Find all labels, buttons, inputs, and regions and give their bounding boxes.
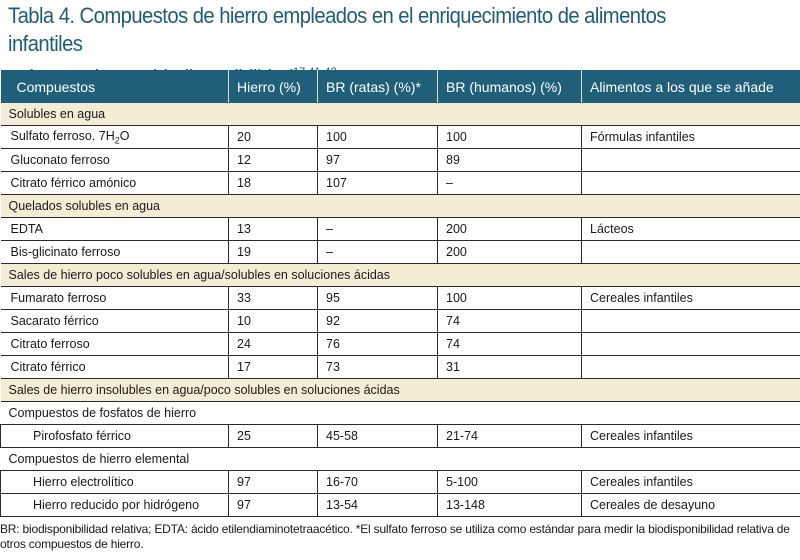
foods: Cereales de desayuno	[581, 493, 800, 517]
table-row: Citrato férrico 17 73 31	[0, 355, 800, 379]
subsection-row: Compuestos de fosfatos de hierro	[0, 401, 800, 425]
section-row: Quelados solubles en agua	[0, 194, 800, 218]
br-humans: 5-100	[437, 470, 582, 494]
iron-percent: 17	[228, 355, 318, 379]
compound-name: Citrato férrico	[0, 355, 229, 379]
table-footnote: BR: biodisponibilidad relativa; EDTA: ác…	[0, 522, 790, 551]
table-row: Citrato férrico amónico 18 107 –	[0, 171, 800, 195]
compound-name: EDTA	[0, 217, 229, 241]
br-humans: 200	[437, 240, 582, 264]
br-rats: 100	[317, 125, 438, 149]
table-header-row: Compuestos Hierro (%) BR (ratas) (%)* BR…	[0, 70, 800, 103]
section-label: Sales de hierro poco solubles en agua/so…	[0, 263, 800, 287]
compound-name-suffix: O	[119, 128, 130, 143]
header-br-humanos: BR (humanos) (%)	[437, 70, 582, 103]
table-row: Pirofosfato férrico 25 45-58 21-74 Cerea…	[0, 424, 800, 448]
section-label: Sales de hierro insolubles en agua/poco …	[0, 378, 800, 402]
section-label: Quelados solubles en agua	[0, 194, 800, 218]
table-row: Fumarato ferroso 33 95 100 Cereales infa…	[0, 286, 800, 310]
iron-percent: 33	[228, 286, 318, 310]
foods	[581, 171, 800, 195]
br-humans: 31	[437, 355, 582, 379]
header-compuestos: Compuestos	[0, 70, 229, 103]
table-row: Hierro electrolítico 97 16-70 5-100 Cere…	[0, 470, 800, 494]
table-row: EDTA 13 – 200 Lácteos	[0, 217, 800, 241]
foods: Cereales infantiles	[581, 424, 800, 448]
compound-name: Sacarato férrico	[0, 309, 229, 333]
iron-percent: 97	[228, 493, 318, 517]
br-rats: 107	[317, 171, 438, 195]
foods: Cereales infantiles	[581, 286, 800, 310]
iron-percent: 97	[228, 470, 318, 494]
br-humans: 13-148	[437, 493, 582, 517]
header-alimentos: Alimentos a los que se añade	[581, 70, 800, 103]
foods: Lácteos	[581, 217, 800, 241]
br-rats: 97	[317, 148, 438, 172]
iron-percent: 24	[228, 332, 318, 356]
subsection-label: Compuestos de hierro elemental	[0, 447, 800, 471]
br-rats: –	[317, 240, 438, 264]
foods: Cereales infantiles	[581, 470, 800, 494]
compound-name: Bis-glicinato ferroso	[0, 240, 229, 264]
br-rats: –	[317, 217, 438, 241]
br-humans: 74	[437, 332, 582, 356]
foods: Fórmulas infantiles	[581, 125, 800, 149]
br-rats: 16-70	[317, 470, 438, 494]
br-rats: 92	[317, 309, 438, 333]
compound-name-subscript: 2	[114, 135, 120, 146]
br-humans: –	[437, 171, 582, 195]
table-row: Bis-glicinato ferroso 19 – 200	[0, 240, 800, 264]
compound-name: Gluconato ferroso	[0, 148, 229, 172]
br-humans: 100	[437, 125, 582, 149]
br-humans: 200	[437, 217, 582, 241]
section-row: Solubles en agua	[0, 103, 800, 126]
section-label: Solubles en agua	[0, 103, 800, 126]
compound-name: Hierro reducido por hidrógeno	[0, 493, 229, 517]
br-rats: 13-54	[317, 493, 438, 517]
iron-percent: 25	[228, 424, 318, 448]
header-br-ratas: BR (ratas) (%)*	[317, 70, 438, 103]
iron-compounds-table: Compuestos Hierro (%) BR (ratas) (%)* BR…	[0, 70, 800, 517]
iron-percent: 13	[228, 217, 318, 241]
compound-name-text: Sulfato ferroso. 7H	[10, 128, 115, 143]
iron-percent: 20	[228, 125, 318, 149]
foods	[581, 309, 800, 333]
iron-percent: 12	[228, 148, 318, 172]
br-humans: 89	[437, 148, 582, 172]
table-row: Gluconato ferroso 12 97 89	[0, 148, 800, 172]
compound-name: Citrato ferroso	[0, 332, 229, 356]
table-row: Sulfato ferroso. 7H2O 20 100 100 Fórmula…	[0, 125, 800, 149]
compound-name: Pirofosfato férrico	[0, 424, 229, 448]
table-title-line1: Tabla 4. Compuestos de hierro empleados …	[8, 3, 666, 56]
subsection-row: Compuestos de hierro elemental	[0, 447, 800, 471]
compound-name: Hierro electrolítico	[0, 470, 229, 494]
section-row: Sales de hierro insolubles en agua/poco …	[0, 378, 800, 402]
section-row: Sales de hierro poco solubles en agua/so…	[0, 263, 800, 287]
br-rats: 73	[317, 355, 438, 379]
subsection-label: Compuestos de fosfatos de hierro	[0, 401, 800, 425]
table-row: Citrato ferroso 24 76 74	[0, 332, 800, 356]
br-humans: 21-74	[437, 424, 582, 448]
foods	[581, 332, 800, 356]
iron-percent: 18	[228, 171, 318, 195]
foods	[581, 355, 800, 379]
table-row: Sacarato férrico 10 92 74	[0, 309, 800, 333]
br-rats: 76	[317, 332, 438, 356]
compound-name: Citrato férrico amónico	[0, 171, 229, 195]
foods	[581, 240, 800, 264]
compound-name: Fumarato ferroso	[0, 286, 229, 310]
br-humans: 74	[437, 309, 582, 333]
compound-name: Sulfato ferroso. 7H2O	[0, 125, 229, 149]
iron-percent: 19	[228, 240, 318, 264]
table-row: Hierro reducido por hidrógeno 97 13-54 1…	[0, 493, 800, 517]
br-rats: 95	[317, 286, 438, 310]
foods	[581, 148, 800, 172]
header-hierro: Hierro (%)	[228, 70, 318, 103]
br-rats: 45-58	[317, 424, 438, 448]
br-humans: 100	[437, 286, 582, 310]
iron-percent: 10	[228, 309, 318, 333]
